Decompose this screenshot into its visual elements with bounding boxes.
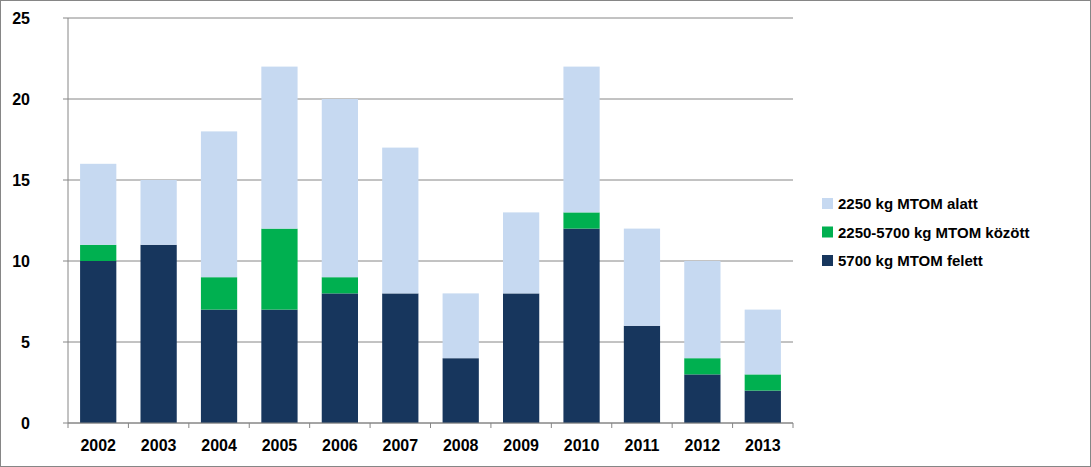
bar-segment — [563, 212, 599, 228]
bar-segment — [201, 277, 237, 309]
x-tick-label: 2007 — [382, 437, 418, 454]
bar-segment — [745, 310, 781, 375]
x-tick — [249, 423, 250, 428]
bar-segment — [261, 67, 297, 229]
y-tick — [63, 99, 68, 100]
bar-segment — [322, 99, 358, 277]
y-tick — [63, 423, 68, 424]
bar-segment — [80, 245, 116, 261]
chart: 0 5 10 15 20 25 2002 2003 2004 2005 2006 2007 2008 20… — [0, 0, 1091, 467]
y-tick — [63, 180, 68, 181]
x-tick-label: 2002 — [80, 437, 116, 454]
bar-segment — [684, 261, 720, 358]
bar-segment — [684, 358, 720, 374]
y-tick-label: 20 — [12, 91, 30, 108]
bar-segment — [261, 229, 297, 310]
bar-segment — [443, 358, 479, 423]
y-tick-label: 15 — [12, 172, 30, 189]
bar-segment — [443, 293, 479, 358]
bar-segment — [322, 277, 358, 293]
x-tick — [490, 423, 491, 428]
bar-segment — [80, 164, 116, 245]
x-tick — [128, 423, 129, 428]
x-tick-label: 2010 — [564, 437, 600, 454]
bar-segment — [382, 148, 418, 294]
bar-segment — [745, 374, 781, 390]
bar-segment — [141, 245, 177, 423]
grid-line — [68, 99, 793, 100]
legend-swatch — [822, 198, 833, 209]
bar-segment — [382, 293, 418, 423]
x-tick-label: 2005 — [262, 437, 298, 454]
bar-segment — [201, 310, 237, 423]
x-tick — [732, 423, 733, 428]
x-tick-label: 2013 — [745, 437, 781, 454]
legend-swatch — [822, 255, 833, 266]
x-tick-label: 2006 — [322, 437, 358, 454]
bar-segment — [261, 310, 297, 423]
y-tick — [63, 261, 68, 262]
x-tick — [68, 423, 69, 428]
y-tick — [63, 342, 68, 343]
y-tick-label: 0 — [21, 415, 30, 432]
bar-segment — [563, 229, 599, 423]
legend-swatch — [822, 227, 833, 238]
x-tick-label: 2011 — [625, 437, 660, 454]
grid-line — [68, 18, 793, 19]
x-tick — [370, 423, 371, 428]
bar-segment — [322, 293, 358, 423]
legend-label: 2250 kg MTOM alatt — [838, 195, 978, 212]
x-tick — [611, 423, 612, 428]
bars — [80, 67, 781, 423]
x-tick — [551, 423, 552, 428]
bar-segment — [80, 261, 116, 423]
y-tick-label: 25 — [12, 10, 30, 27]
legend-label: 5700 kg MTOM felett — [838, 252, 983, 269]
x-tick-label: 2008 — [443, 437, 479, 454]
x-tick-label: 2003 — [141, 437, 177, 454]
bar-segment — [503, 212, 539, 293]
x-tick — [188, 423, 189, 428]
bar-segment — [503, 293, 539, 423]
bar-segment — [624, 326, 660, 423]
y-tick-label: 5 — [21, 334, 30, 351]
x-tick — [430, 423, 431, 428]
x-tick — [793, 423, 794, 428]
bar-segment — [563, 67, 599, 213]
x-tick-label: 2012 — [685, 437, 721, 454]
bar-segment — [684, 374, 720, 423]
x-tick — [309, 423, 310, 428]
y-tick-label: 10 — [12, 253, 30, 270]
x-tick-label: 2004 — [201, 437, 237, 454]
x-tick-label: 2009 — [503, 437, 539, 454]
bar-segment — [201, 131, 237, 277]
bar-segment — [141, 180, 177, 245]
bar-segment — [624, 229, 660, 326]
legend-label: 2250-5700 kg MTOM között — [838, 224, 1029, 241]
chart-frame — [1, 1, 1091, 467]
x-tick — [672, 423, 673, 428]
bar-segment — [745, 391, 781, 423]
y-tick — [63, 18, 68, 19]
y-axis — [68, 18, 69, 423]
